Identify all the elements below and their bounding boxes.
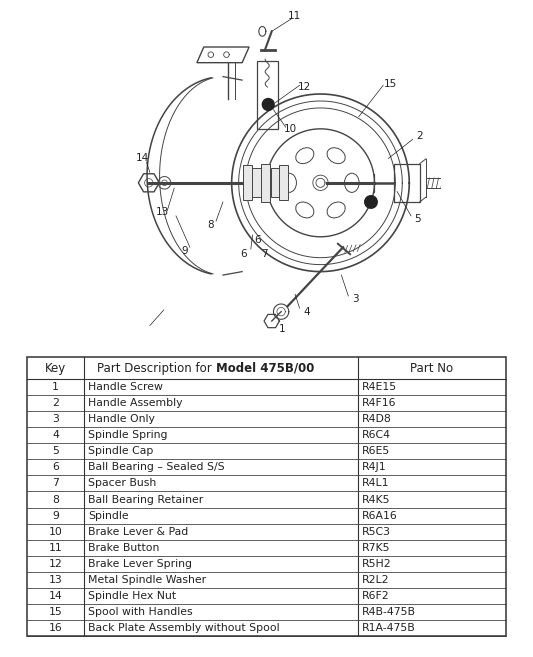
Text: R4J1: R4J1 (362, 463, 386, 472)
Text: 11: 11 (288, 11, 301, 20)
Text: 6: 6 (254, 235, 261, 245)
Text: 12: 12 (298, 82, 311, 92)
Text: 8: 8 (207, 219, 214, 229)
Text: 6: 6 (240, 249, 247, 260)
Text: Part Description for: Part Description for (97, 362, 215, 374)
Text: R2L2: R2L2 (362, 575, 390, 585)
Text: 1: 1 (279, 324, 286, 334)
Text: R4E15: R4E15 (362, 382, 397, 392)
Text: Spindle Spring: Spindle Spring (88, 430, 168, 440)
Bar (252, 168, 261, 198)
Text: 7: 7 (262, 249, 268, 260)
Bar (243, 166, 252, 200)
Text: R1A-475B: R1A-475B (362, 623, 416, 633)
Text: 15: 15 (383, 79, 397, 89)
Circle shape (262, 99, 274, 110)
Text: R6E5: R6E5 (362, 446, 390, 457)
Bar (261, 164, 270, 202)
Text: 4: 4 (303, 307, 310, 317)
Text: Back Plate Assembly without Spool: Back Plate Assembly without Spool (88, 623, 280, 633)
Text: 14: 14 (136, 154, 150, 164)
Text: 5: 5 (52, 446, 59, 457)
Text: 12: 12 (49, 558, 62, 569)
Bar (271, 168, 280, 198)
Text: Model 475B/00: Model 475B/00 (215, 362, 314, 374)
Text: Brake Lever Spring: Brake Lever Spring (88, 558, 192, 569)
Text: Metal Spindle Washer: Metal Spindle Washer (88, 575, 207, 585)
Bar (279, 166, 288, 200)
Text: 7: 7 (52, 478, 59, 488)
Text: Brake Lever & Pad: Brake Lever & Pad (88, 527, 189, 537)
Circle shape (365, 196, 377, 208)
Text: 2: 2 (416, 131, 423, 141)
Text: R6C4: R6C4 (362, 430, 391, 440)
Text: R4D8: R4D8 (362, 414, 392, 424)
Text: Handle Assembly: Handle Assembly (88, 398, 183, 408)
Text: 3: 3 (352, 294, 359, 304)
Text: 4: 4 (52, 430, 59, 440)
Text: Key: Key (45, 362, 66, 374)
Text: 9: 9 (52, 510, 59, 520)
Text: Part No: Part No (410, 362, 454, 374)
Text: 13: 13 (49, 575, 62, 585)
Text: Handle Only: Handle Only (88, 414, 155, 424)
Text: R4L1: R4L1 (362, 478, 390, 488)
Text: 8: 8 (52, 495, 59, 505)
Text: R7K5: R7K5 (362, 543, 390, 553)
Text: Brake Button: Brake Button (88, 543, 160, 553)
Text: 6: 6 (52, 463, 59, 472)
Text: R5C3: R5C3 (362, 527, 391, 537)
Text: 14: 14 (49, 591, 62, 601)
Text: 11: 11 (49, 543, 62, 553)
Text: Spindle: Spindle (88, 510, 129, 520)
Text: 5: 5 (415, 214, 421, 225)
Text: 15: 15 (49, 607, 62, 617)
Text: R5H2: R5H2 (362, 558, 392, 569)
Text: 10: 10 (49, 527, 62, 537)
Bar (27, 357, 506, 636)
Text: R4B-475B: R4B-475B (362, 607, 416, 617)
Text: Handle Screw: Handle Screw (88, 382, 163, 392)
Text: 9: 9 (181, 246, 188, 256)
Text: Spacer Bush: Spacer Bush (88, 478, 157, 488)
Text: R6F2: R6F2 (362, 591, 390, 601)
Text: R4F16: R4F16 (362, 398, 397, 408)
Text: 10: 10 (284, 124, 297, 134)
Text: Ball Bearing – Sealed S/S: Ball Bearing – Sealed S/S (88, 463, 225, 472)
Text: R6A16: R6A16 (362, 510, 398, 520)
Text: Spindle Hex Nut: Spindle Hex Nut (88, 591, 176, 601)
Text: Spool with Handles: Spool with Handles (88, 607, 193, 617)
Text: 1: 1 (52, 382, 59, 392)
Text: Spindle Cap: Spindle Cap (88, 446, 154, 457)
Text: 16: 16 (49, 623, 62, 633)
Text: 13: 13 (156, 208, 168, 217)
Bar (257, 61, 278, 129)
Text: 2: 2 (52, 398, 59, 408)
Text: Ball Bearing Retainer: Ball Bearing Retainer (88, 495, 204, 505)
Text: R4K5: R4K5 (362, 495, 390, 505)
Text: 3: 3 (52, 414, 59, 424)
